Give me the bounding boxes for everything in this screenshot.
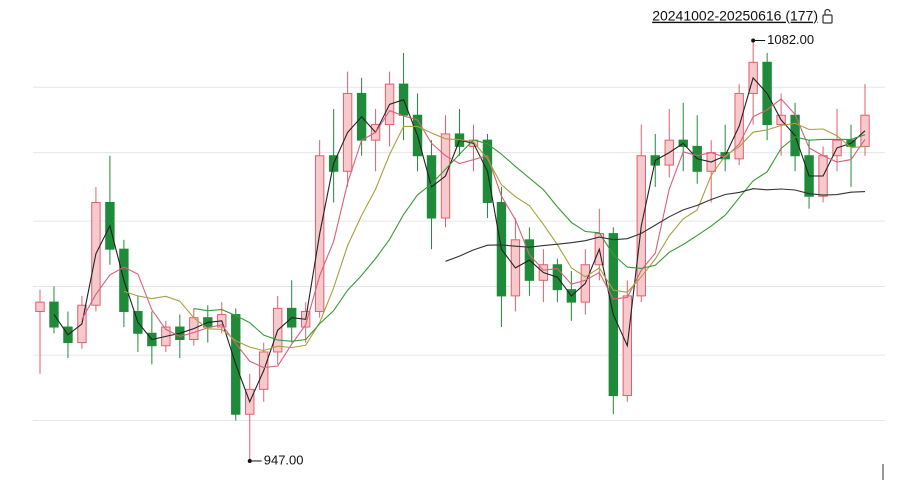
moving-average [193,134,866,342]
annotation-label: 1082.00 [767,32,814,47]
candle-body [35,301,45,312]
lock-icon [822,8,833,24]
moving-average [123,122,866,352]
chart-title: 20241002-20250616 (177) [652,8,818,24]
annotation-label: 947.00 [264,452,304,467]
candle-body [49,301,59,328]
moving-average [81,98,866,369]
annotation-dot [247,458,252,463]
annotation-dot [751,38,756,43]
moving-average [445,188,866,262]
